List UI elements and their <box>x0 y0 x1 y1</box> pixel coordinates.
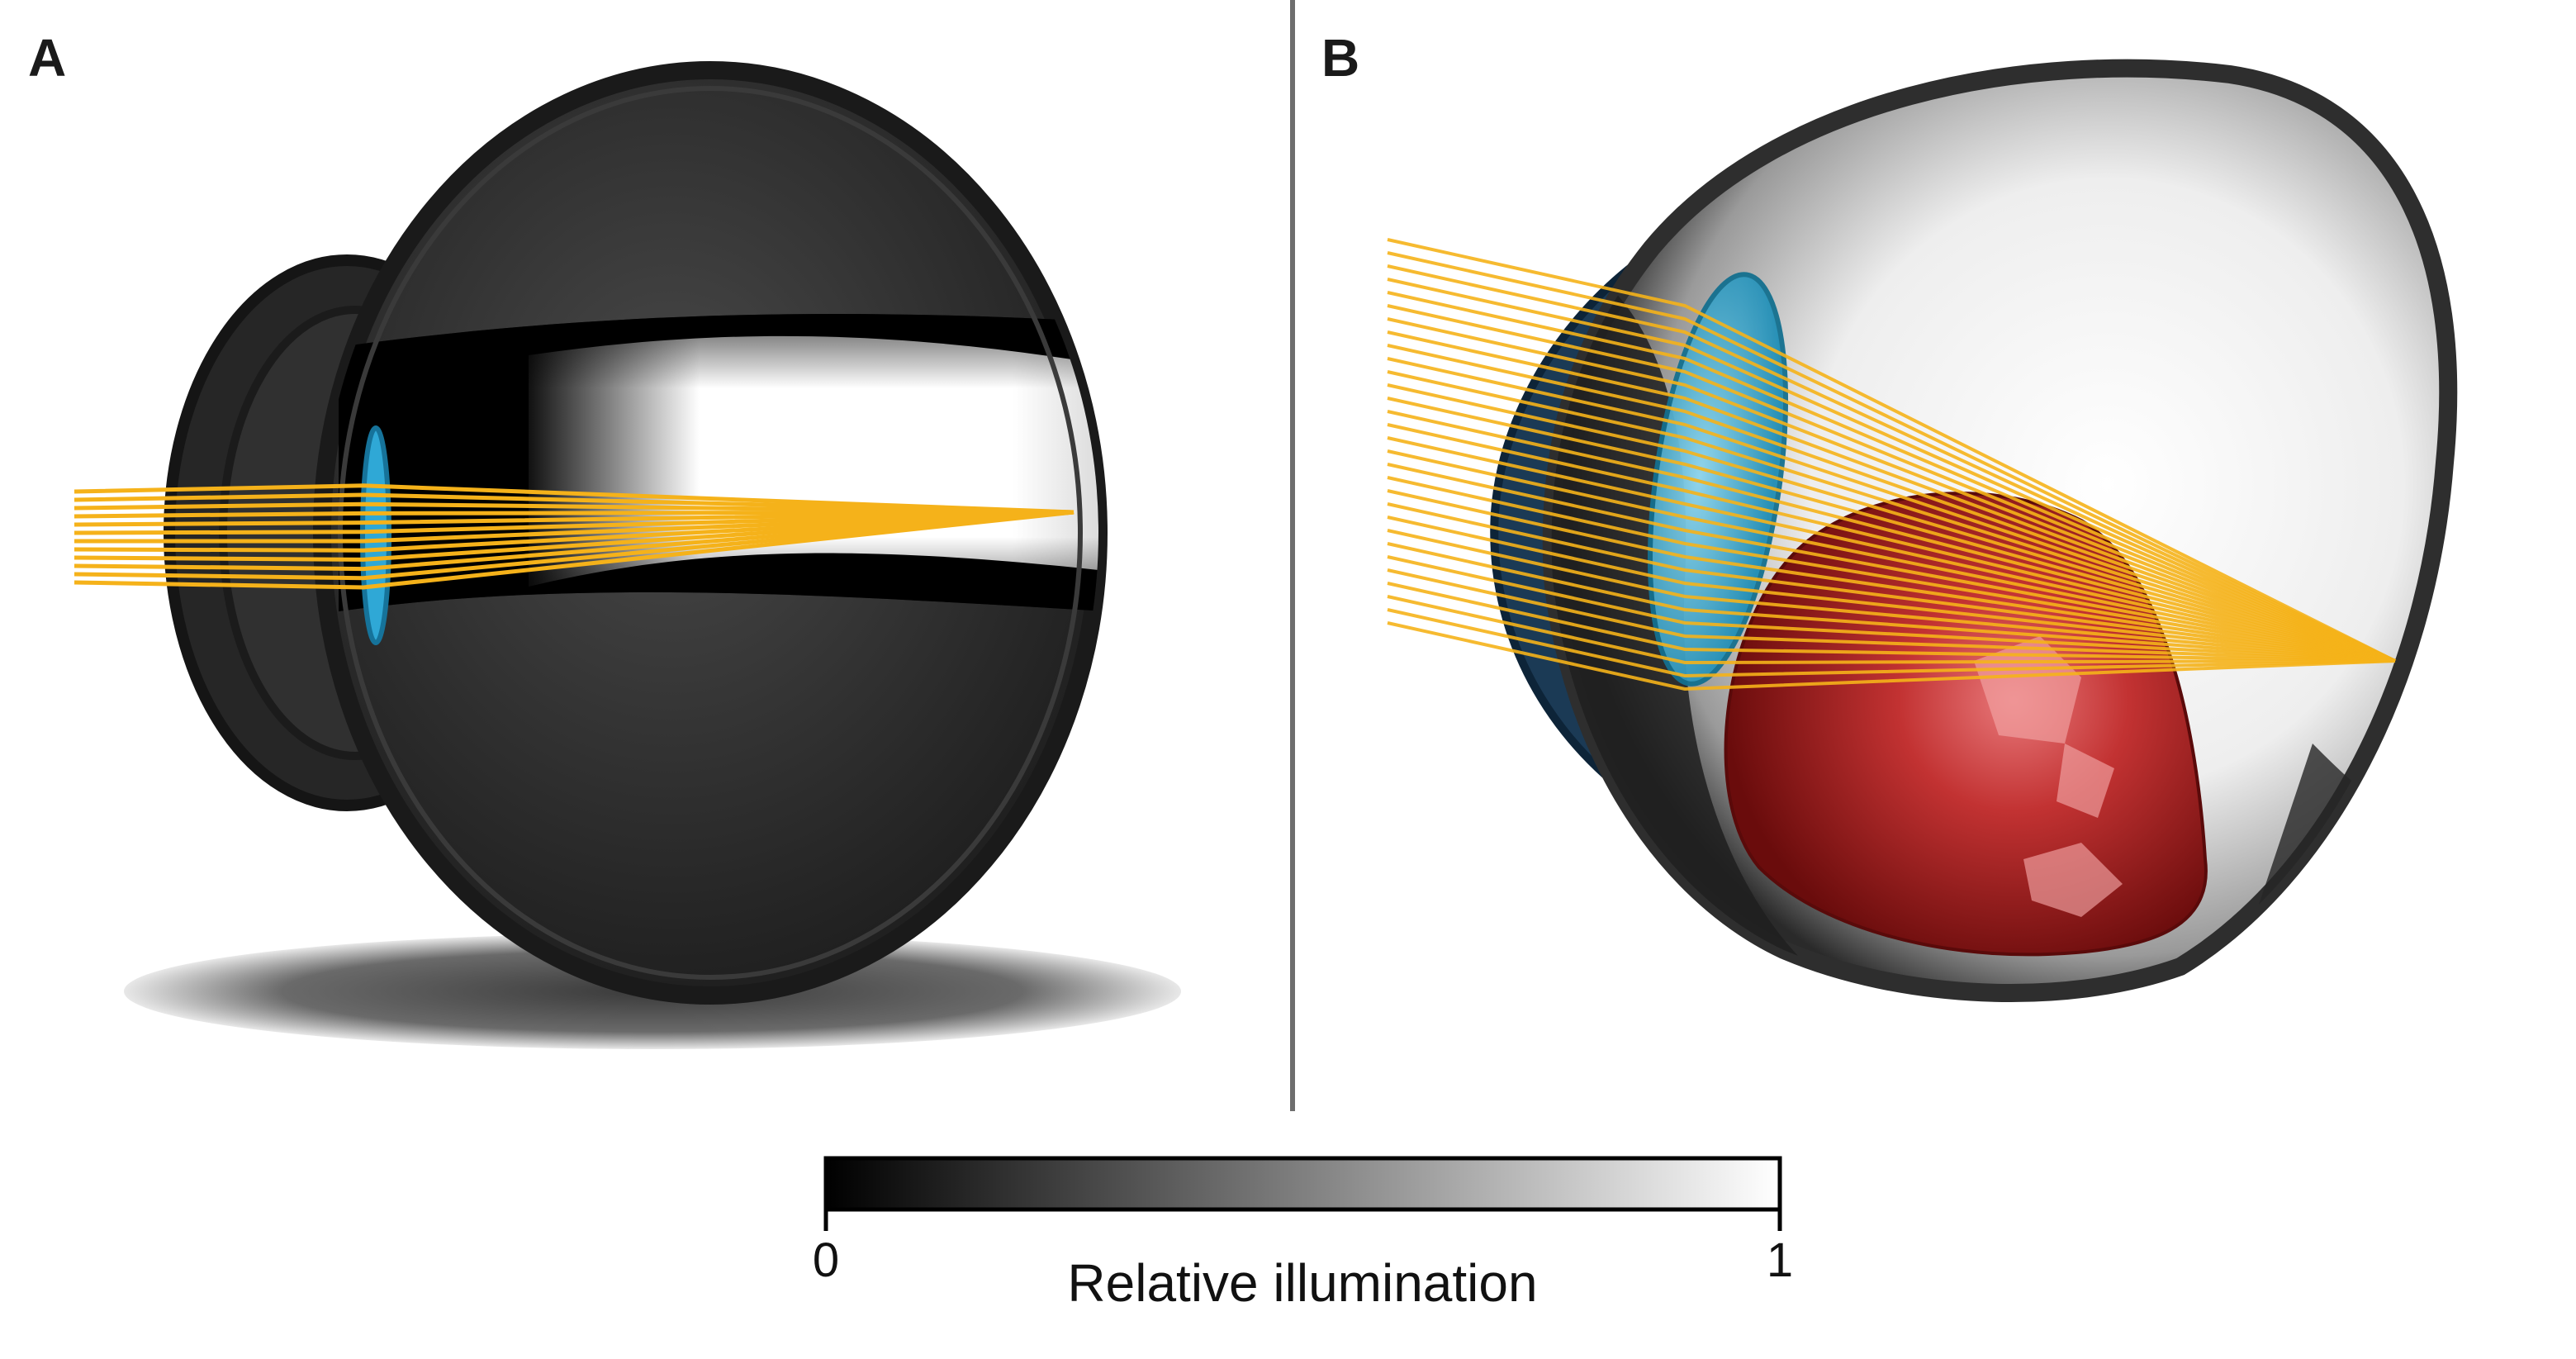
light-ray <box>1387 383 2396 663</box>
light-ray <box>1387 317 2396 663</box>
light-ray <box>74 510 1075 544</box>
light-ray <box>1387 608 2396 678</box>
light-ray <box>1387 397 2396 663</box>
light-ray <box>1387 436 2396 663</box>
colorbar: 0 1 Relative illumination <box>813 1156 1793 1313</box>
light-ray <box>74 510 1075 535</box>
light-ray <box>1387 449 2396 663</box>
light-ray <box>74 492 1075 515</box>
light-ray <box>1387 463 2396 663</box>
light-ray <box>1387 502 2396 663</box>
light-ray <box>1387 278 2396 663</box>
light-ray <box>1387 555 2396 663</box>
light-ray <box>1387 251 2396 663</box>
light-ray <box>74 510 1075 519</box>
light-ray <box>1387 344 2396 663</box>
light-ray <box>74 510 1075 553</box>
light-ray <box>74 510 1075 581</box>
light-ray <box>1387 568 2396 663</box>
light-ray <box>1387 529 2396 663</box>
light-ray <box>74 510 1075 562</box>
light-ray <box>1387 357 2396 663</box>
light-ray <box>1387 238 2396 663</box>
light-ray <box>1387 516 2396 663</box>
light-ray <box>1387 542 2396 663</box>
light-ray <box>1387 423 2396 663</box>
lens <box>360 425 391 645</box>
light-ray <box>1387 621 2396 691</box>
panel-b-eye-model <box>1387 59 2458 1003</box>
light-ray <box>1387 330 2396 663</box>
light-ray <box>1387 476 2396 663</box>
light-ray <box>1387 291 2396 663</box>
light-ray <box>74 510 1075 527</box>
panel-label-a: A <box>28 28 66 88</box>
light-ray <box>74 501 1075 515</box>
colorbar-title: Relative illumination <box>1067 1253 1537 1313</box>
light-ray <box>1387 489 2396 663</box>
panel-a-eye-model <box>74 61 1181 1049</box>
light-ray <box>1387 582 2396 663</box>
light-ray <box>1387 595 2396 665</box>
panel-label-b: B <box>1321 28 1359 88</box>
colorbar-gradient <box>823 1156 1782 1212</box>
light-ray <box>1387 370 2396 663</box>
illumination-band <box>339 314 1098 611</box>
light-ray <box>74 510 1075 572</box>
light-rays-a <box>74 483 1075 590</box>
light-ray <box>1387 264 2396 663</box>
light-ray <box>74 510 1075 590</box>
light-ray <box>74 483 1075 515</box>
light-ray <box>1387 304 2396 663</box>
colorbar-max-label: 1 <box>1767 1233 1793 1287</box>
light-rays-b <box>1387 238 2396 691</box>
light-ray <box>1387 410 2396 663</box>
colorbar-min-label: 0 <box>813 1233 839 1287</box>
